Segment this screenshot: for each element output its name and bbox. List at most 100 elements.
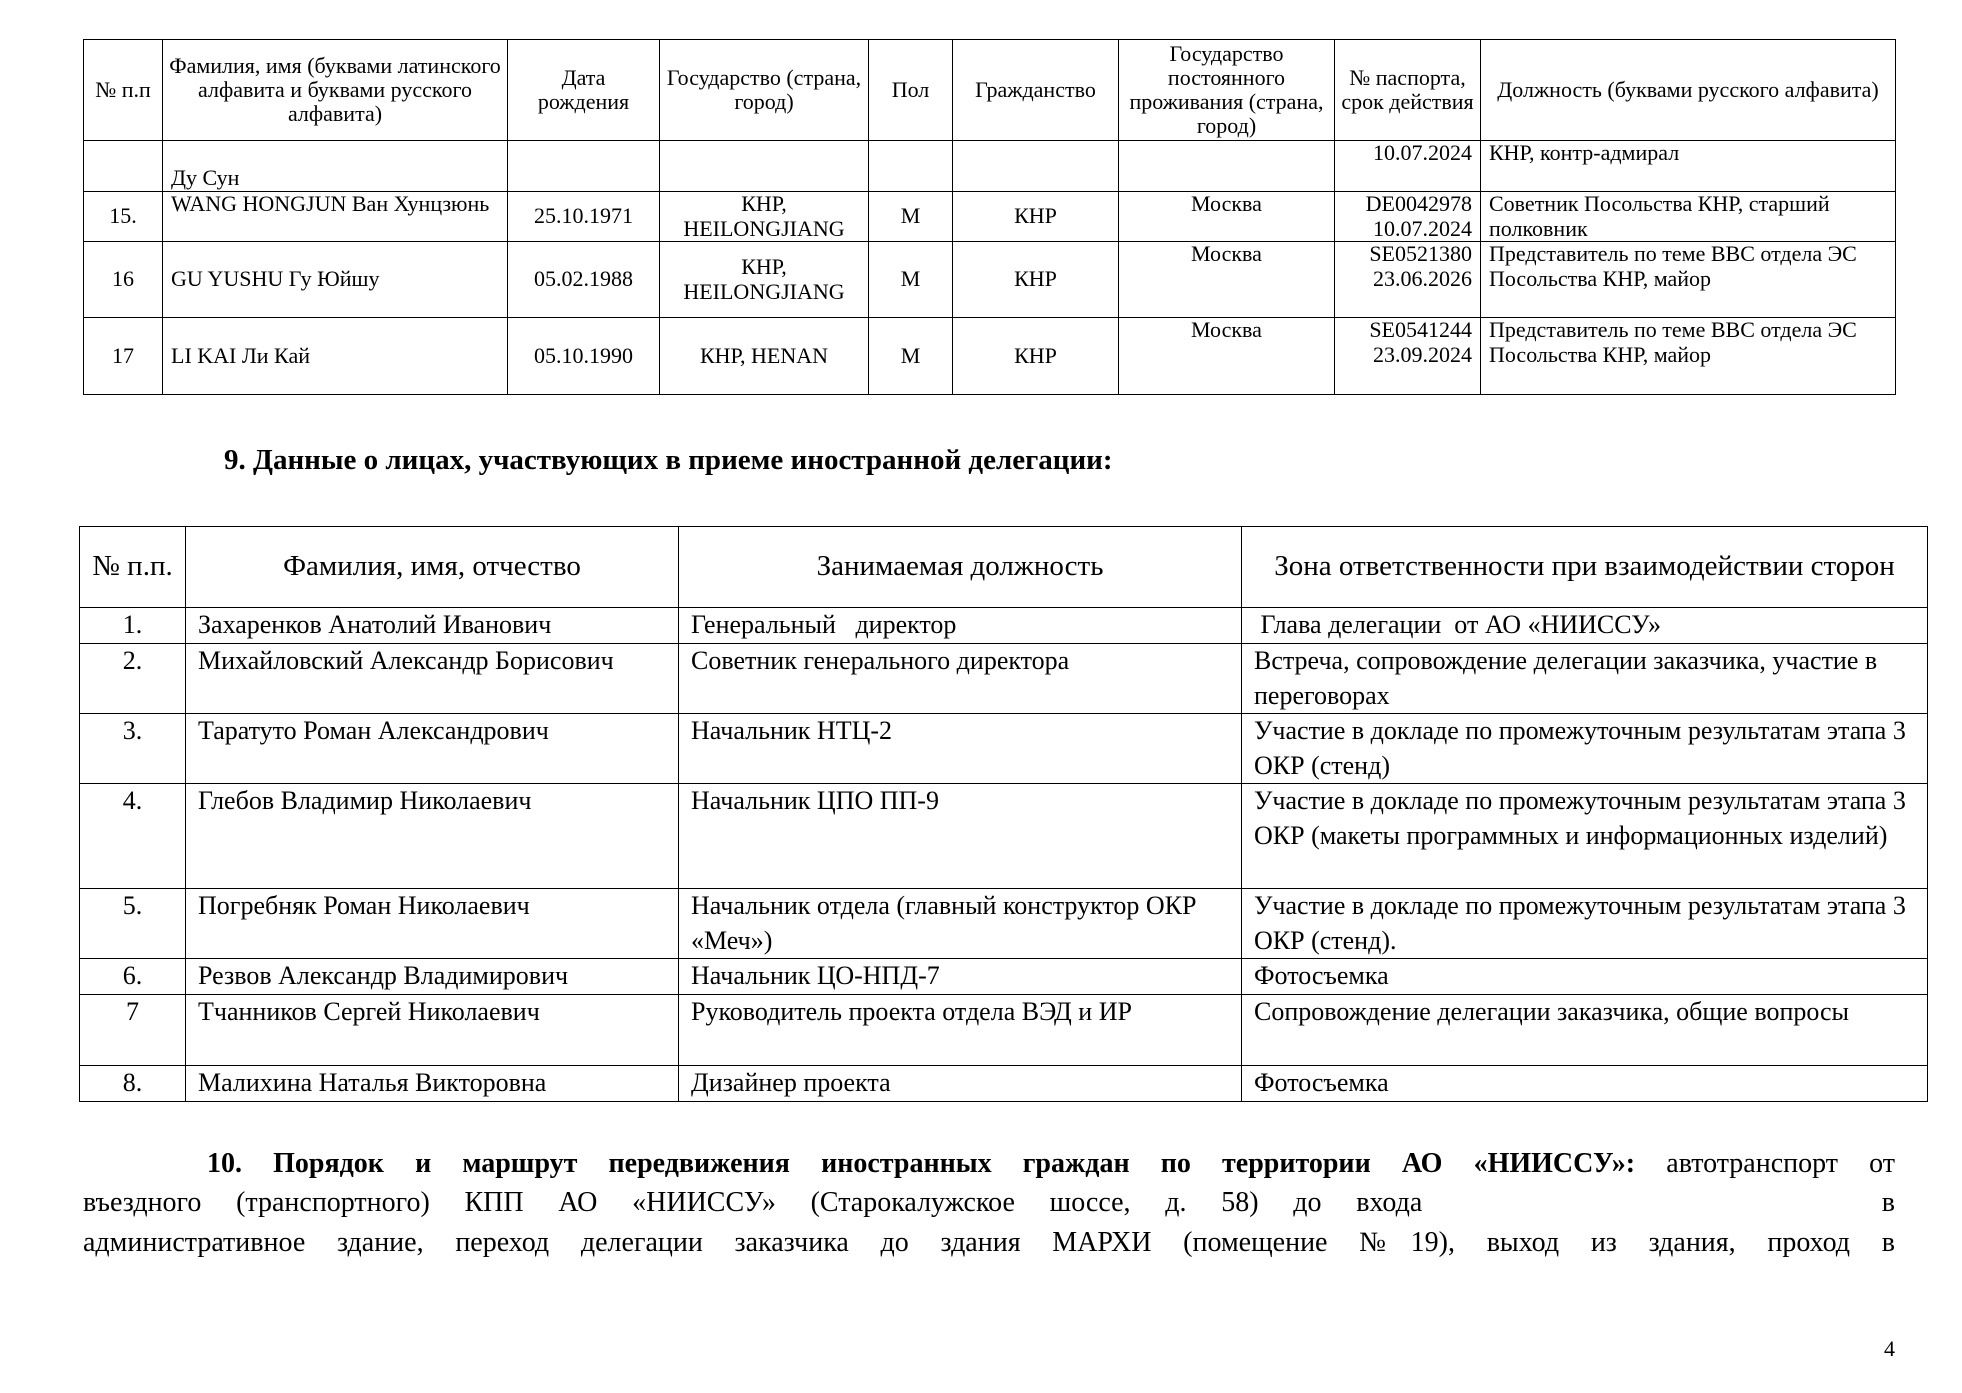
cell-zone: Фотосъемка (1241, 958, 1928, 996)
cell-position: Руководитель проекта отдела ВЭД и ИР (678, 994, 1242, 1067)
header-num: № п.п (83, 39, 163, 141)
cell-position: Начальник отдела (главный конструктор ОК… (678, 888, 1242, 960)
cell-position: Представитель по теме ВВС отдела ЭС Посо… (1480, 241, 1896, 319)
cell-name: WANG HONGJUN Ван Хунцзюнь (162, 190, 508, 243)
header-dob: Дата рождения (507, 39, 660, 141)
cell-origin: КНР, HENAN (659, 317, 869, 396)
cell-position: Начальник ЦО-НПД-7 (678, 958, 1242, 996)
cell-zone: Участие в докладе по промежуточным резул… (1241, 783, 1928, 890)
header-citizenship: Гражданство (952, 39, 1119, 141)
header-origin: Государство (страна, город) (659, 39, 869, 141)
cell-origin: КНР, HEILONGJIANG (659, 190, 869, 243)
cell-name: Тчанников Сергей Николаевич (185, 994, 679, 1067)
cell-num: 7 (79, 994, 186, 1067)
cell-citizenship: КНР (952, 241, 1119, 319)
paragraph-text: въездного (транспортного) КПП АО «НИИССУ… (83, 1187, 1423, 1218)
table-row: 4. Глебов Владимир Николаевич Начальник … (79, 783, 1928, 890)
cell-residence: Москва (1118, 190, 1335, 243)
paragraph-line-1: 10. Порядок и маршрут передвижения иност… (83, 1148, 1895, 1180)
cell-dob: 25.10.1971 (507, 190, 660, 243)
paragraph-line-2: въездного (транспортного) КПП АО «НИИССУ… (83, 1187, 1895, 1219)
table-header-row: № п.п Фамилия, имя (буквами латинского а… (83, 39, 1896, 141)
table-row: 7 Тчанников Сергей Николаевич Руководите… (79, 994, 1928, 1067)
cell-position: Советник Посольства КНР, старший полковн… (1480, 190, 1896, 243)
table-row: 8. Малихина Наталья Викторовна Дизайнер … (79, 1065, 1928, 1103)
cell-name: Ду Сун (162, 140, 508, 192)
cell-dob (507, 140, 660, 192)
cell-num: 4. (79, 783, 186, 890)
header-residence: Государство постоянного проживания (стра… (1118, 39, 1335, 141)
section-9-heading: 9. Данные о лицах, участвующих в приеме … (224, 444, 1113, 476)
cell-passport: SE0521380 23.06.2026 (1334, 241, 1481, 319)
cell-origin (659, 140, 869, 192)
cell-position: КНР, контр-адмирал (1480, 140, 1896, 192)
cell-num: 5. (79, 888, 186, 960)
table-header-row: № п.п. Фамилия, имя, отчество Занимаемая… (79, 526, 1928, 608)
header-position: Должность (буквами русского алфавита) (1480, 39, 1896, 141)
cell-residence (1118, 140, 1335, 192)
cell-citizenship (952, 140, 1119, 192)
paragraph-line-3: административное здание, переход делегац… (83, 1227, 1895, 1259)
header-passport: № паспорта, срок действия (1334, 39, 1481, 141)
cell-citizenship: КНР (952, 190, 1119, 243)
section-10-heading: 10. Порядок и маршрут передвижения иност… (207, 1148, 1636, 1179)
table-row: 17 LI KAI Ли Кай 05.10.1990 КНР, HENAN М… (83, 317, 1896, 396)
cell-position: Начальник НТЦ-2 (678, 713, 1242, 785)
page-number: 4 (1884, 1336, 1895, 1361)
cell-zone: Сопровождение делегации заказчика, общие… (1241, 994, 1928, 1067)
cell-dob: 05.10.1990 (507, 317, 660, 396)
paragraph-text: административное здание, переход делегац… (83, 1227, 1895, 1258)
cell-name: Захаренков Анатолий Иванович (185, 607, 679, 644)
cell-position: Представитель по теме ВВС отдела ЭС Посо… (1480, 317, 1896, 396)
cell-num (83, 140, 163, 192)
cell-sex: М (868, 190, 953, 243)
cell-num: 15. (83, 190, 163, 243)
cell-name: Резвов Александр Владимирович (185, 958, 679, 996)
paragraph-text: в (1881, 1187, 1896, 1218)
header-num: № п.п. (79, 526, 186, 608)
cell-passport: DE0042978 10.07.2024 (1334, 190, 1481, 243)
cell-sex (868, 140, 953, 192)
cell-position: Дизайнер проекта (678, 1065, 1242, 1103)
cell-name: Погребняк Роман Николаевич (185, 888, 679, 960)
cell-num: 16 (83, 241, 163, 319)
cell-num: 3. (79, 713, 186, 785)
header-position: Занимаемая должность (678, 526, 1242, 608)
cell-num: 8. (79, 1065, 186, 1103)
cell-name: Таратуто Роман Александрович (185, 713, 679, 785)
table-row: 15. WANG HONGJUN Ван Хунцзюнь 25.10.1971… (83, 190, 1896, 243)
cell-num: 1. (79, 607, 186, 644)
reception-participants-table: № п.п. Фамилия, имя, отчество Занимаемая… (79, 526, 1928, 1103)
table-row: 16 GU YUSHU Гу Юйшу 05.02.1988 КНР, HEIL… (83, 241, 1896, 319)
table-row: 2. Михайловский Александр Борисович Сове… (79, 642, 1928, 715)
cell-zone: Встреча, сопровождение делегации заказчи… (1241, 642, 1928, 715)
cell-zone: Участие в докладе по промежуточным резул… (1241, 888, 1928, 960)
header-zone: Зона ответственности при взаимодействии … (1241, 526, 1928, 608)
cell-passport: SE0541244 23.09.2024 (1334, 317, 1481, 396)
table-row: 1. Захаренков Анатолий Иванович Генераль… (79, 607, 1928, 644)
cell-zone: Участие в докладе по промежуточным резул… (1241, 713, 1928, 785)
cell-origin: КНР, HEILONGJIANG (659, 241, 869, 319)
cell-name: LI KAI Ли Кай (162, 317, 508, 396)
cell-zone: Фотосъемка (1241, 1065, 1928, 1103)
header-name: Фамилия, имя (буквами латинского алфавит… (162, 39, 508, 141)
cell-name: Малихина Наталья Викторовна (185, 1065, 679, 1103)
cell-residence: Москва (1118, 317, 1335, 396)
cell-sex: М (868, 317, 953, 396)
cell-position: Генеральный директор (678, 607, 1242, 644)
header-sex: Пол (868, 39, 953, 141)
table-row: Ду Сун 10.07.2024 КНР, контр-адмирал (83, 140, 1896, 192)
header-name: Фамилия, имя, отчество (185, 526, 679, 608)
table-row: 5. Погребняк Роман Николаевич Начальник … (79, 888, 1928, 960)
table-row: 6. Резвов Александр Владимирович Начальн… (79, 958, 1928, 996)
cell-position: Советник генерального директора (678, 642, 1242, 715)
cell-citizenship: КНР (952, 317, 1119, 396)
cell-position: Начальник ЦПО ПП-9 (678, 783, 1242, 890)
cell-name: Михайловский Александр Борисович (185, 642, 679, 715)
cell-sex: М (868, 241, 953, 319)
cell-name: GU YUSHU Гу Юйшу (162, 241, 508, 319)
cell-passport: 10.07.2024 (1334, 140, 1481, 192)
paragraph-text: автотранспорт от (1666, 1148, 1896, 1179)
cell-zone: Глава делегации от АО «НИИССУ» (1241, 607, 1928, 644)
cell-num: 17 (83, 317, 163, 396)
